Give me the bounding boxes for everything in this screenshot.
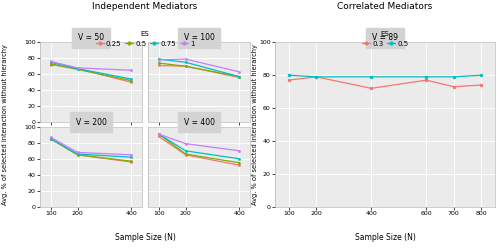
Text: Avg. % of selected interaction without hierarchy: Avg. % of selected interaction without h… bbox=[252, 44, 258, 205]
Title: V = 200: V = 200 bbox=[76, 118, 106, 127]
Title: V = 89: V = 89 bbox=[372, 33, 398, 42]
Text: Sample Size (N): Sample Size (N) bbox=[354, 233, 416, 242]
Text: Independent Mediators: Independent Mediators bbox=[92, 2, 198, 11]
Legend: 0.3, 0.5: 0.3, 0.5 bbox=[359, 28, 411, 50]
Text: Avg. % of selected interaction without hierarchy: Avg. % of selected interaction without h… bbox=[2, 44, 8, 205]
Text: Sample Size (N): Sample Size (N) bbox=[114, 233, 176, 242]
Title: V = 50: V = 50 bbox=[78, 33, 104, 42]
Title: V = 100: V = 100 bbox=[184, 33, 214, 42]
Legend: 0.25, 0.5, 0.75, 1: 0.25, 0.5, 0.75, 1 bbox=[93, 28, 197, 50]
Title: V = 400: V = 400 bbox=[184, 118, 214, 127]
Text: Correlated Mediators: Correlated Mediators bbox=[338, 2, 432, 11]
